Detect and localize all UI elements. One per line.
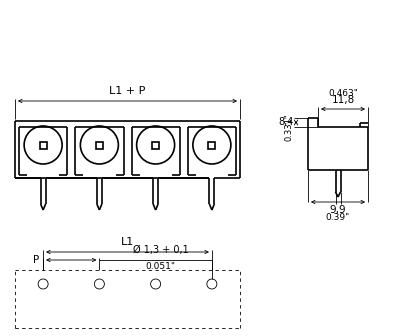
Text: Ø 1,3 + 0,1: Ø 1,3 + 0,1 bbox=[133, 245, 188, 255]
Bar bbox=[40, 141, 47, 149]
Text: L1: L1 bbox=[121, 237, 134, 247]
Text: L1 + P: L1 + P bbox=[109, 86, 146, 96]
Text: 0.331": 0.331" bbox=[285, 114, 294, 141]
Bar bbox=[152, 141, 159, 149]
Bar bbox=[96, 141, 103, 149]
Text: 0.051": 0.051" bbox=[146, 262, 176, 271]
Text: 11,8: 11,8 bbox=[331, 95, 355, 105]
Bar bbox=[208, 141, 215, 149]
Text: 8,4: 8,4 bbox=[279, 117, 294, 126]
Text: 9,9: 9,9 bbox=[330, 205, 346, 215]
Text: 0.39": 0.39" bbox=[326, 213, 350, 222]
Text: P: P bbox=[33, 255, 39, 265]
Text: 0.463": 0.463" bbox=[328, 89, 358, 98]
